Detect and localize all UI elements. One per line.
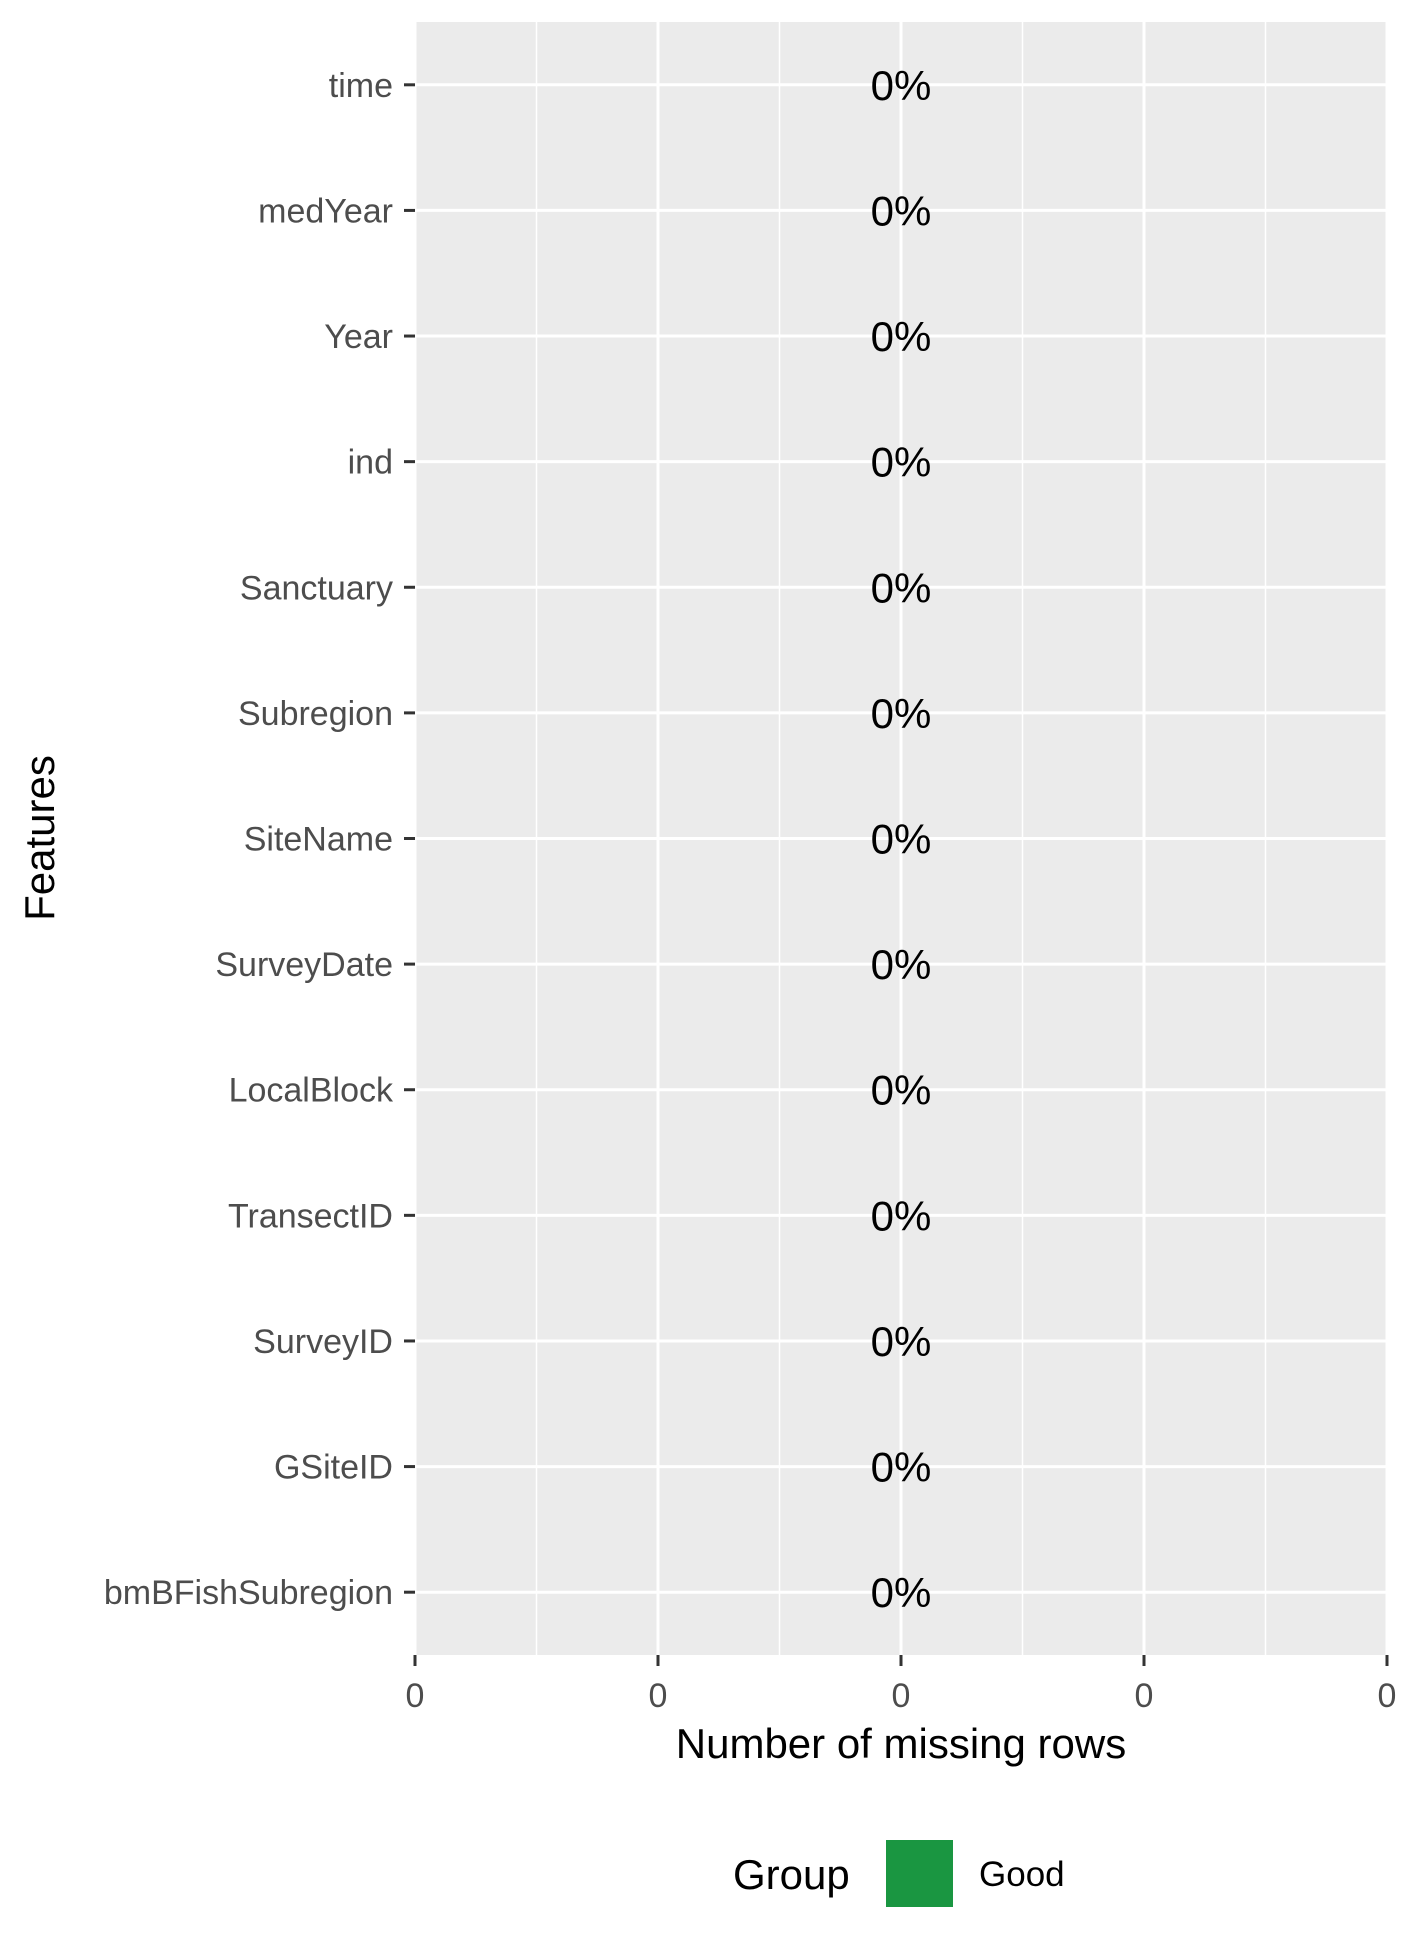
y-tick-label: SurveyDate: [215, 946, 393, 984]
y-tick-label: GSiteID: [274, 1449, 393, 1487]
legend: Group Good: [733, 1840, 1065, 1907]
y-tick-label: Year: [324, 318, 393, 356]
y-axis-title: Features: [16, 755, 63, 921]
data-label: 0%: [871, 816, 932, 863]
x-tick-label: 0: [1378, 1677, 1397, 1715]
y-tick-label: Subregion: [238, 695, 393, 733]
y-axis: time medYear Year ind Sanctuary Subregion Site…: [104, 67, 415, 1612]
y-tick-label: Sanctuary: [240, 569, 393, 607]
y-tick-label: time: [329, 67, 393, 105]
major-horizontal-gridlines: [415, 83, 1387, 1594]
x-tick-label: 0: [1135, 1677, 1154, 1715]
data-label: 0%: [871, 1192, 932, 1239]
data-label: 0%: [871, 1444, 932, 1491]
data-label: 0%: [871, 313, 932, 360]
data-label: 0%: [871, 62, 932, 109]
y-tick-label: SurveyID: [253, 1323, 393, 1361]
data-label: 0%: [871, 187, 932, 234]
legend-title: Group: [733, 1851, 850, 1898]
y-tick-label: SiteName: [244, 821, 393, 859]
x-axis: 0 0 0 0 0: [406, 1655, 1397, 1715]
y-tick-label: LocalBlock: [229, 1072, 394, 1110]
y-tick-label: bmBFishSubregion: [104, 1574, 393, 1612]
data-labels: 0% 0% 0% 0% 0% 0% 0% 0% 0% 0% 0% 0% 0%: [871, 62, 932, 1616]
legend-label-good: Good: [979, 1855, 1065, 1894]
y-tick-label: TransectID: [228, 1197, 393, 1235]
legend-swatch-good: [886, 1840, 953, 1907]
data-label: 0%: [871, 1067, 932, 1114]
y-tick-label: medYear: [258, 192, 393, 230]
data-label: 0%: [871, 690, 932, 737]
data-label: 0%: [871, 564, 932, 611]
x-tick-label: 0: [406, 1677, 425, 1715]
data-label: 0%: [871, 1318, 932, 1365]
x-axis-title: Number of missing rows: [676, 1720, 1126, 1767]
y-tick-label: ind: [348, 444, 393, 482]
data-label: 0%: [871, 1569, 932, 1616]
data-label: 0%: [871, 941, 932, 988]
x-tick-label: 0: [892, 1677, 911, 1715]
data-label: 0%: [871, 439, 932, 486]
x-tick-label: 0: [649, 1677, 668, 1715]
